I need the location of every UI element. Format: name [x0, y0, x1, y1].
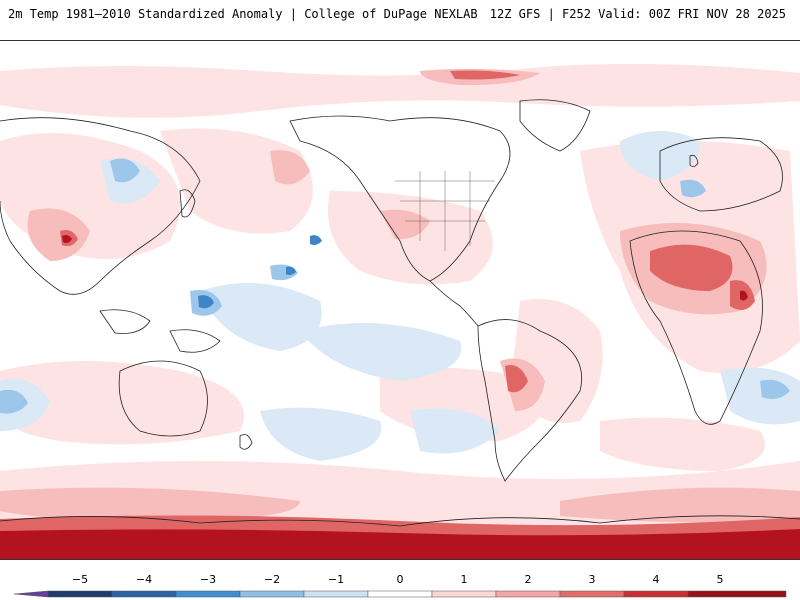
legend-tick-label: 5 [717, 573, 724, 586]
legend-swatch [367, 590, 433, 598]
legend-tick-label: −1 [328, 573, 344, 586]
coastlines [0, 99, 800, 527]
legend-swatch [431, 590, 497, 598]
legend-swatch [13, 590, 49, 598]
legend-tick-label: 3 [589, 573, 596, 586]
legend-tick-label: 1 [461, 573, 468, 586]
legend-swatch [239, 590, 305, 598]
color-legend: −5 −4 −3 −2 −1 0 1 2 3 4 5 [0, 566, 800, 600]
legend-swatch [111, 590, 177, 598]
anomaly-fill-extreme [0, 235, 800, 559]
map-title: 2m Temp 1981–2010 Standardized Anomaly |… [8, 7, 478, 21]
run-info: 12Z GFS | F252 Valid: 00Z FRI NOV 28 202… [489, 7, 786, 21]
anomaly-fill-very-cold [198, 235, 322, 309]
legend-tick-label: −2 [264, 573, 280, 586]
legend-swatch [623, 590, 689, 598]
state-borders [395, 171, 495, 251]
legend-tick-label: 0 [397, 573, 404, 586]
header: 2m Temp 1981–2010 Standardized Anomaly |… [0, 0, 800, 30]
legend-tick-label: 2 [525, 573, 532, 586]
legend-swatch [559, 590, 625, 598]
legend-swatch [47, 590, 113, 598]
legend-tick-label: −5 [72, 573, 88, 586]
map-canvas [0, 41, 800, 559]
legend-swatch [303, 590, 369, 598]
legend-swatch [495, 590, 561, 598]
legend-swatch [687, 590, 787, 598]
anomaly-map[interactable] [0, 40, 800, 560]
legend-tick-label: −3 [200, 573, 216, 586]
legend-tick-label: 4 [653, 573, 660, 586]
legend-tick-label: −4 [136, 573, 152, 586]
legend-swatch [175, 590, 241, 598]
legend-canvas: −5 −4 −3 −2 −1 0 1 2 3 4 5 [13, 573, 787, 598]
